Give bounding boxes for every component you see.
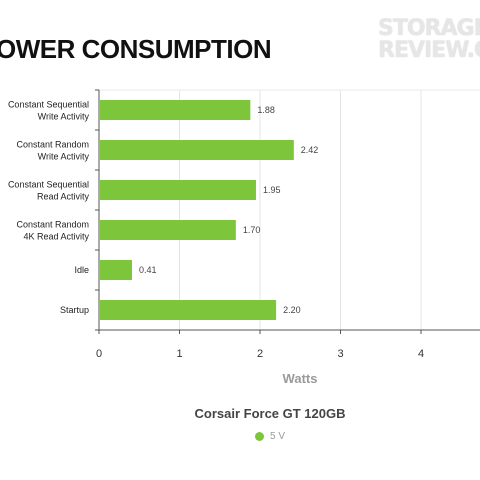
legend-label: 5 V xyxy=(269,431,285,442)
chart-title: OWER CONSUMPTION xyxy=(0,34,272,64)
data-label: 1.70 xyxy=(243,225,261,235)
bar xyxy=(100,300,277,320)
data-label: 2.42 xyxy=(301,145,319,155)
category-label-line: Constant Random xyxy=(16,220,89,230)
bar xyxy=(100,100,251,120)
bar xyxy=(100,180,256,200)
data-label: 2.20 xyxy=(283,305,301,315)
legend-swatch xyxy=(254,431,264,441)
bar xyxy=(100,140,294,160)
category-label-line: Write Activity xyxy=(38,152,90,162)
x-tick-label: 1 xyxy=(176,348,182,360)
x-tick-label: 4 xyxy=(418,348,424,360)
category-label-line: Idle xyxy=(74,265,89,275)
x-tick-label: 0 xyxy=(96,348,102,360)
category-label-line: Constant Random xyxy=(16,140,89,150)
category-label: Constant Random 4K Read Activity xyxy=(16,220,89,242)
category-label: Constant Random Write Activity xyxy=(16,140,89,162)
x-tick-label: 3 xyxy=(337,348,343,360)
bar xyxy=(100,220,236,240)
category-label: Constant Sequential Write Activity xyxy=(8,100,90,122)
legend-title: Corsair Force GT 120GB xyxy=(194,406,346,421)
data-label: 1.95 xyxy=(263,185,281,195)
category-label-line: Constant Sequential xyxy=(8,180,89,190)
category-label: Startup xyxy=(60,305,89,315)
legend: Corsair Force GT 120GB 5 V xyxy=(0,406,480,442)
x-axis-label: Watts xyxy=(283,371,318,386)
category-label-line: 4K Read Activity xyxy=(23,232,89,242)
category-label-line: Write Activity xyxy=(38,112,90,122)
power-consumption-chart: 0 1 2 3 4 1.88 Constant Sequential Write Activi… xyxy=(8,89,480,386)
category-label-line: Startup xyxy=(60,305,89,315)
data-label: 0.41 xyxy=(139,265,157,275)
legend-entry: 5 V xyxy=(60,431,480,442)
logo-line-1: STORAGE xyxy=(378,18,480,41)
logo-line-2: REVIEW.CO xyxy=(378,38,480,63)
bar xyxy=(100,260,133,280)
data-label: 1.88 xyxy=(257,105,275,115)
category-label-line: Read Activity xyxy=(37,192,90,202)
category-label: Idle xyxy=(74,265,89,275)
storagereview-logo: STORAGE REVIEW.CO xyxy=(378,18,480,66)
x-tick-label: 2 xyxy=(257,348,263,360)
category-label: Constant Sequential Read Activity xyxy=(8,180,90,202)
category-label-line: Constant Sequential xyxy=(8,100,89,110)
